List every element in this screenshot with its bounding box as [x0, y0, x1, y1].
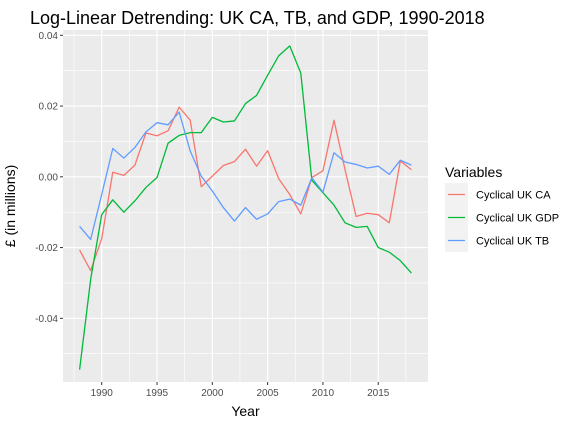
x-tick-label: 2000	[201, 388, 224, 399]
y-tick-label: -0.04	[35, 314, 58, 325]
y-axis: -0.04 -0.02 0.00 0.02 0.04	[35, 31, 63, 325]
series-line-cyclical-uk-ca	[79, 106, 412, 272]
x-axis: 1990 1995 2000 2005 2010 2015	[91, 382, 390, 399]
y-tick-label: 0.00	[39, 172, 59, 183]
x-tick-label: 2010	[312, 388, 335, 399]
y-tick-label: 0.04	[39, 31, 59, 42]
legend-label-cyclical-uk-tb: Cyclical UK TB	[476, 236, 549, 248]
series-line-cyclical-uk-gdp	[78, 45, 412, 370]
chart-title: Log-Linear Detrending: UK CA, TB, and GD…	[30, 8, 485, 28]
legend-items: Cyclical UK CA Cyclical UK GDP Cyclical UK…	[445, 183, 559, 252]
major-gridlines	[63, 30, 428, 382]
legend-label-cyclical-uk-gdp: Cyclical UK GDP	[476, 213, 559, 225]
y-tick-label: -0.02	[35, 243, 58, 254]
legend-label-cyclical-uk-ca: Cyclical UK CA	[476, 190, 551, 202]
series-layer	[78, 45, 412, 370]
x-axis-label: Year	[231, 403, 260, 419]
x-tick-label: 1990	[91, 388, 114, 399]
y-tick-label: 0.02	[39, 102, 59, 113]
y-axis-label: £ (in millions)	[2, 165, 18, 247]
x-tick-label: 2005	[256, 388, 279, 399]
series-line-cyclical-uk-tb	[79, 111, 412, 241]
plot-panel	[63, 30, 428, 382]
x-tick-label: 1995	[146, 388, 169, 399]
x-tick-label: 2015	[367, 388, 390, 399]
legend-title: Variables	[445, 164, 502, 180]
